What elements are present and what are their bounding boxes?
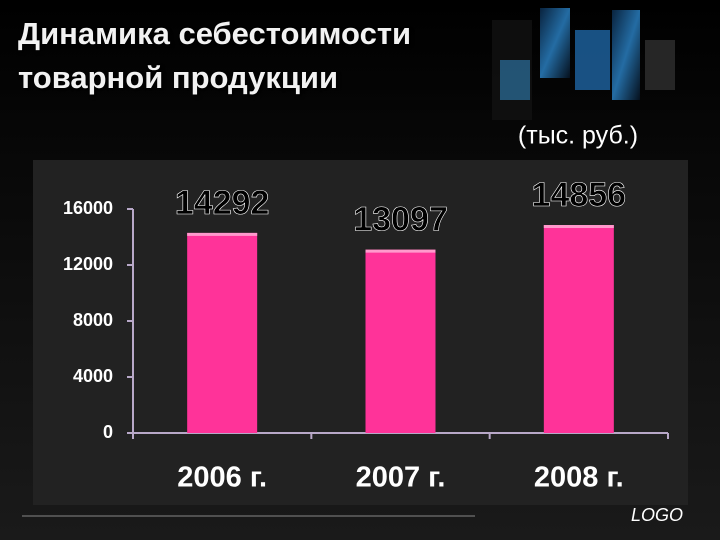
- value-label: 14292: [175, 184, 270, 222]
- chart-title: Динамика себестоимости товарной продукци…: [18, 16, 412, 95]
- y-tick-label: 16000: [63, 198, 113, 218]
- y-tick-label: 4000: [73, 366, 113, 386]
- y-tick-label: 8000: [73, 310, 113, 330]
- bar: [187, 232, 258, 433]
- decoration: [492, 8, 675, 120]
- x-tick-label: 2006 г.: [177, 462, 267, 494]
- y-tick-label: 12000: [63, 254, 113, 274]
- bar: [365, 249, 436, 433]
- logo: LOGO: [631, 505, 683, 525]
- bar-highlight: [543, 225, 614, 229]
- bar-highlight: [187, 232, 258, 236]
- x-tick-label: 2008 г.: [534, 462, 624, 494]
- bar-highlight: [365, 249, 436, 253]
- x-tick-label: 2007 г.: [356, 462, 446, 494]
- value-label: 14856: [532, 176, 627, 214]
- bar: [543, 225, 614, 433]
- chart-subtitle: (тыс. руб.): [518, 122, 638, 150]
- value-label: 13097: [353, 201, 448, 239]
- y-tick-label: 0: [103, 422, 113, 442]
